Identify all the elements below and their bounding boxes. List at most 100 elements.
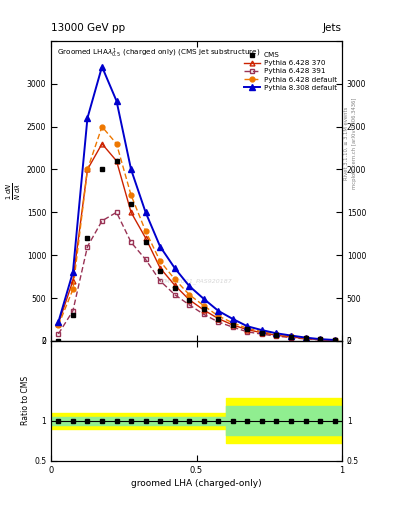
Pythia 8.308 default: [143, 209, 148, 216]
Line: Pythia 8.308 default: Pythia 8.308 default: [55, 64, 338, 343]
CMS: [158, 267, 163, 273]
Pythia 6.428 391: [289, 334, 294, 340]
CMS: [56, 338, 61, 344]
Pythia 6.428 391: [100, 218, 105, 224]
Pythia 6.428 370: [100, 141, 105, 147]
Pythia 6.428 391: [173, 291, 177, 297]
Pythia 8.308 default: [245, 323, 250, 329]
Pythia 6.428 391: [202, 311, 206, 317]
Line: Pythia 6.428 370: Pythia 6.428 370: [56, 141, 337, 343]
Pythia 6.428 default: [245, 325, 250, 331]
Pythia 6.428 370: [231, 322, 235, 328]
Text: 13000 GeV pp: 13000 GeV pp: [51, 23, 125, 33]
Pythia 6.428 370: [143, 235, 148, 241]
Pythia 8.308 default: [187, 283, 192, 289]
Pythia 6.428 370: [245, 327, 250, 333]
Pythia 6.428 default: [318, 336, 323, 343]
Pythia 6.428 default: [71, 286, 75, 292]
Pythia 6.428 default: [158, 258, 163, 264]
Pythia 6.428 391: [114, 209, 119, 216]
CMS: [231, 322, 235, 328]
Pythia 6.428 default: [274, 331, 279, 337]
CMS: [274, 332, 279, 338]
Pythia 6.428 370: [187, 296, 192, 303]
Pythia 8.308 default: [100, 63, 105, 70]
Pythia 6.428 default: [332, 337, 337, 343]
Pythia 8.308 default: [129, 166, 134, 173]
Pythia 6.428 default: [100, 123, 105, 130]
Pythia 8.308 default: [85, 115, 90, 121]
Pythia 6.428 default: [202, 303, 206, 309]
Pythia 8.308 default: [318, 336, 323, 342]
CMS: [187, 296, 192, 303]
Pythia 6.428 391: [129, 239, 134, 245]
Pythia 6.428 391: [274, 333, 279, 339]
Pythia 8.308 default: [173, 265, 177, 271]
Pythia 6.428 default: [216, 313, 221, 319]
Pythia 6.428 370: [114, 158, 119, 164]
Pythia 6.428 370: [129, 209, 134, 216]
CMS: [143, 239, 148, 245]
X-axis label: groomed LHA (charged-only): groomed LHA (charged-only): [131, 479, 262, 488]
Pythia 6.428 391: [260, 331, 264, 337]
Pythia 6.428 default: [114, 141, 119, 147]
CMS: [318, 336, 323, 343]
Pythia 6.428 391: [143, 257, 148, 263]
Pythia 6.428 391: [303, 336, 308, 342]
Pythia 6.428 391: [56, 331, 61, 337]
Pythia 6.428 391: [85, 244, 90, 250]
CMS: [260, 330, 264, 336]
Pythia 6.428 370: [56, 321, 61, 327]
Pythia 6.428 default: [187, 291, 192, 297]
Pythia 6.428 370: [332, 337, 337, 344]
Pythia 6.428 default: [56, 323, 61, 329]
CMS: [114, 158, 119, 164]
Pythia 6.428 370: [274, 332, 279, 338]
Pythia 6.428 370: [318, 336, 323, 343]
Pythia 8.308 default: [158, 244, 163, 250]
Pythia 6.428 370: [85, 166, 90, 173]
Pythia 6.428 391: [187, 302, 192, 308]
Pythia 6.428 default: [143, 228, 148, 234]
Pythia 8.308 default: [274, 330, 279, 336]
Pythia 6.428 370: [260, 330, 264, 336]
Pythia 6.428 default: [260, 329, 264, 335]
CMS: [303, 335, 308, 342]
Pythia 8.308 default: [303, 334, 308, 340]
Pythia 6.428 370: [202, 307, 206, 313]
CMS: [85, 235, 90, 241]
CMS: [71, 312, 75, 318]
Pythia 6.428 default: [129, 192, 134, 198]
Pythia 6.428 default: [231, 320, 235, 326]
Pythia 8.308 default: [332, 337, 337, 343]
Y-axis label: Ratio to CMS: Ratio to CMS: [21, 376, 30, 425]
Pythia 8.308 default: [71, 269, 75, 275]
CMS: [216, 315, 221, 322]
Pythia 6.428 391: [231, 324, 235, 330]
Pythia 8.308 default: [231, 316, 235, 322]
Line: CMS: CMS: [56, 159, 337, 343]
Pythia 6.428 default: [173, 276, 177, 282]
CMS: [245, 326, 250, 332]
Pythia 8.308 default: [260, 327, 264, 333]
Pythia 8.308 default: [202, 296, 206, 302]
Pythia 8.308 default: [289, 332, 294, 338]
Text: CMS_2021_PAS920187: CMS_2021_PAS920187: [161, 278, 232, 284]
Pythia 8.308 default: [114, 98, 119, 104]
Pythia 8.308 default: [56, 319, 61, 325]
Pythia 6.428 default: [303, 335, 308, 341]
CMS: [202, 306, 206, 312]
Pythia 6.428 391: [71, 308, 75, 314]
Text: mcplots.cern.ch [arXiv:1306.3436]: mcplots.cern.ch [arXiv:1306.3436]: [352, 98, 357, 189]
Pythia 6.428 370: [158, 265, 163, 271]
Pythia 6.428 391: [318, 337, 323, 343]
Pythia 6.428 default: [289, 333, 294, 339]
Line: Pythia 6.428 391: Pythia 6.428 391: [56, 210, 337, 343]
Pythia 6.428 default: [85, 166, 90, 173]
Text: Jets: Jets: [323, 23, 342, 33]
Text: Groomed LHA$\lambda^{1}_{0.5}$ (charged only) (CMS jet substructure): Groomed LHA$\lambda^{1}_{0.5}$ (charged …: [57, 47, 260, 60]
CMS: [129, 201, 134, 207]
Pythia 6.428 370: [173, 282, 177, 288]
CMS: [100, 166, 105, 173]
Pythia 6.428 370: [71, 278, 75, 284]
